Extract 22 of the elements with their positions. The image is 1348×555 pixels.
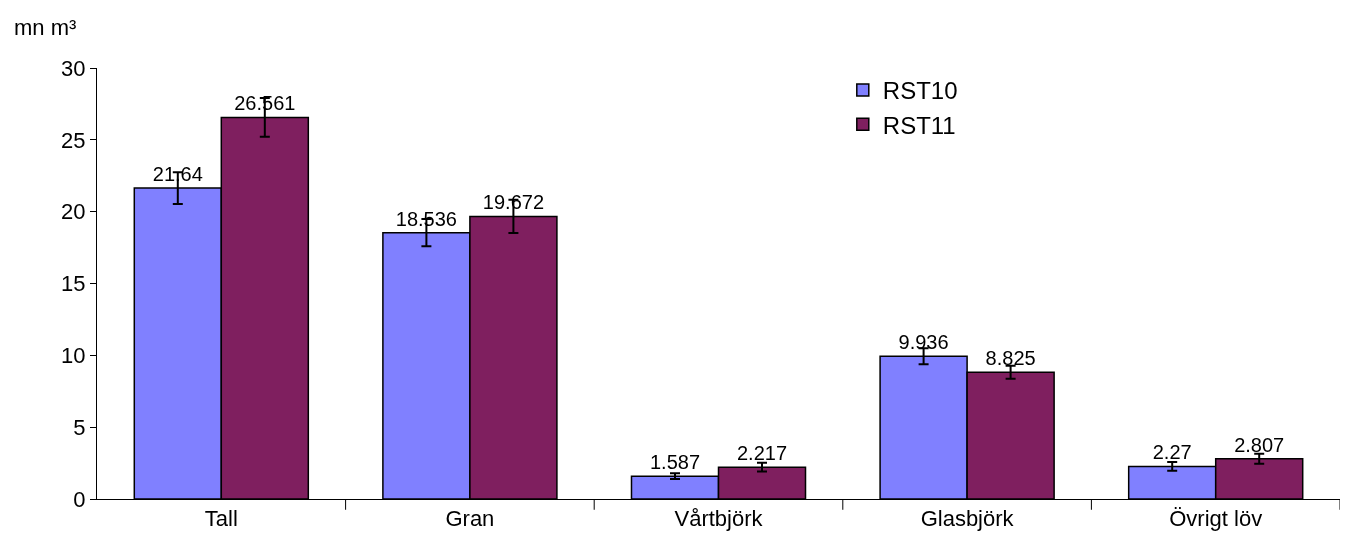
data-label: 2.217 bbox=[736, 442, 788, 465]
legend-label: RST10 bbox=[882, 77, 958, 105]
y-tick-label: 20 bbox=[61, 199, 86, 225]
data-label: 18.536 bbox=[395, 207, 457, 230]
y-tick-label: 0 bbox=[73, 486, 86, 512]
data-label: 9.936 bbox=[898, 331, 949, 354]
x-tick-label: Vårtbjörk bbox=[674, 506, 764, 532]
y-axis-title: mn m³ bbox=[14, 15, 77, 40]
y-tick-label: 25 bbox=[61, 127, 86, 153]
x-tick-label: Tall bbox=[204, 506, 238, 532]
y-tick-label: 30 bbox=[61, 55, 86, 81]
data-label: 1.587 bbox=[649, 451, 701, 474]
y-tick-label: 5 bbox=[73, 414, 86, 440]
x-tick-label: Glasbjörk bbox=[920, 506, 1015, 532]
data-label: 8.825 bbox=[985, 347, 1036, 370]
x-tick-label: Gran bbox=[445, 506, 495, 532]
x-tick-label: Övrigt löv bbox=[1169, 506, 1263, 532]
data-label: 2.807 bbox=[1234, 433, 1285, 456]
y-tick-label: 15 bbox=[61, 271, 86, 297]
legend-label: RST11 bbox=[882, 111, 956, 139]
y-tick-label: 10 bbox=[61, 343, 86, 369]
data-label: 2.27 bbox=[1152, 441, 1192, 464]
